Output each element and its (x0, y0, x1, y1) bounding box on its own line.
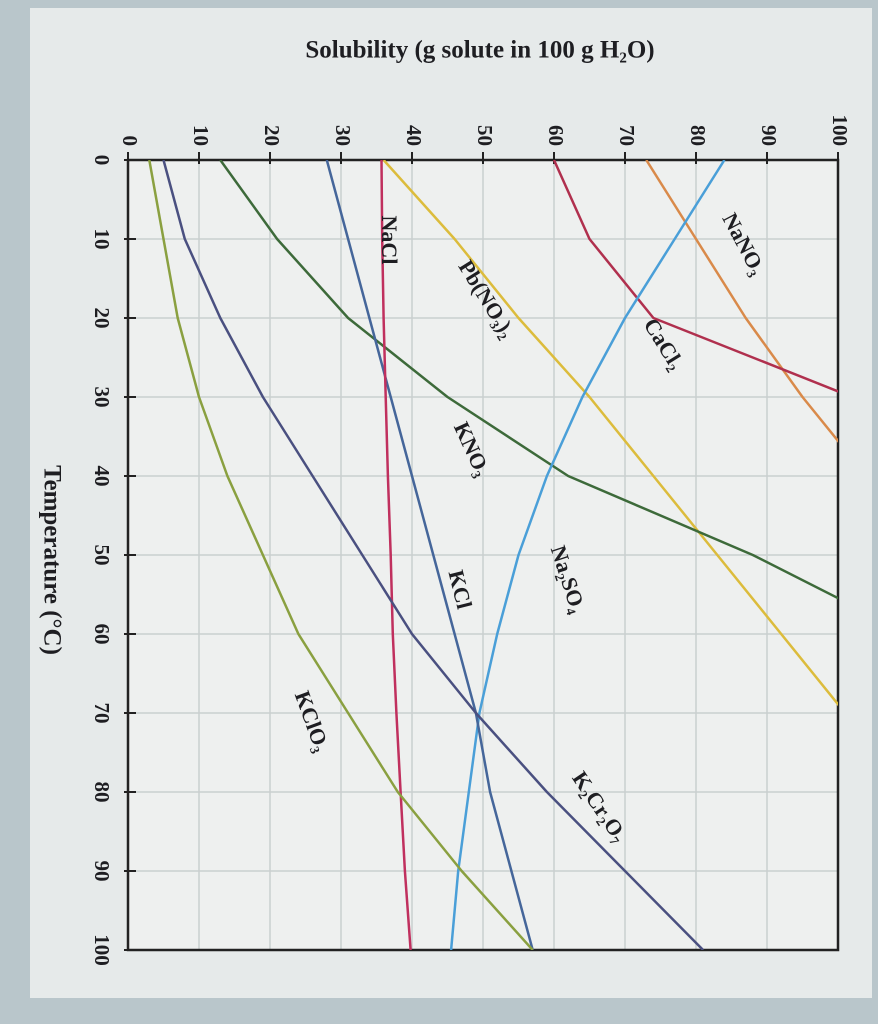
grid: 0 10 20 30 40 50 60 70 80 90 100 0 10 20 30 40 50 60 70 80 9… (90, 115, 852, 966)
y-tick-label: 50 (473, 125, 497, 146)
y-axis-title: Solubility (g solute in 100 g H₂O) (305, 37, 654, 64)
x-tick-label: 90 (90, 861, 114, 882)
y-tick-label: 30 (331, 125, 355, 146)
y-tick-label: 80 (686, 125, 710, 146)
curve (325, 160, 534, 950)
x-tick-label: 10 (90, 229, 114, 250)
y-tick-label: 60 (544, 125, 568, 146)
x-tick-label: 60 (90, 624, 114, 645)
curve-label: NaCl (377, 216, 402, 265)
curve (645, 160, 838, 443)
y-tick-label: 90 (757, 125, 781, 146)
curve (148, 160, 534, 950)
y-tick-label: 0 (118, 136, 142, 147)
x-tick-label: 100 (90, 934, 114, 966)
curve (382, 160, 838, 707)
x-tick-label: 50 (90, 545, 114, 566)
x-tick-label: 30 (90, 387, 114, 408)
y-tick-label: 20 (260, 125, 284, 146)
y-tick-label: 70 (615, 125, 639, 146)
x-tick-label: 40 (90, 466, 114, 487)
curve (380, 160, 412, 950)
curves (148, 160, 838, 950)
x-tick-label: 70 (90, 703, 114, 724)
x-tick-label: 80 (90, 782, 114, 803)
x-axis-title: Temperature (°C) (38, 465, 65, 655)
plot-frame (126, 158, 840, 952)
x-tick-label: 0 (90, 155, 114, 166)
curve (552, 160, 838, 393)
curve (219, 160, 838, 600)
y-tick-label: 10 (189, 125, 213, 146)
y-tick-label: 40 (402, 125, 426, 146)
curve (162, 160, 704, 950)
curve (449, 160, 726, 950)
x-tick-label: 20 (90, 308, 114, 329)
y-tick-label: 100 (828, 115, 852, 147)
